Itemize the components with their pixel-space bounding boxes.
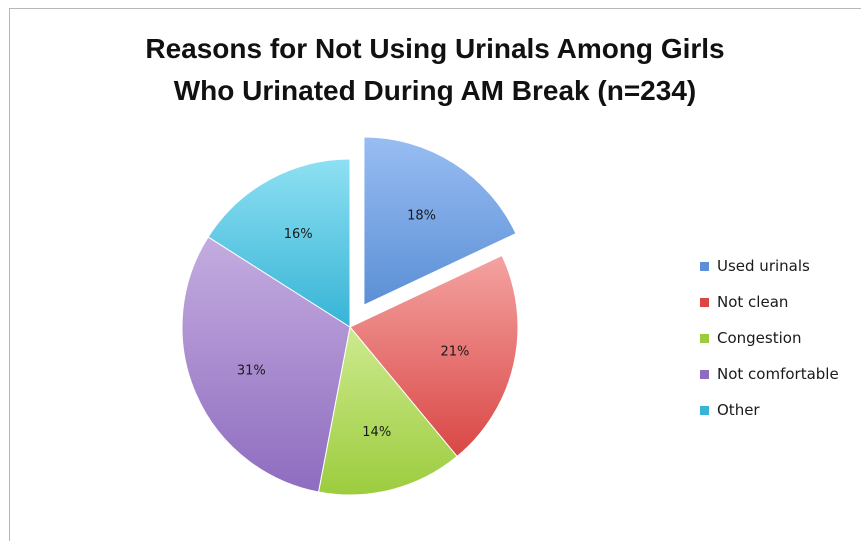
- pie-slice-other: [207, 158, 351, 328]
- chart-title-line-1: Reasons for Not Using Urinals Among Girl…: [145, 33, 725, 64]
- legend-label: Other: [717, 401, 760, 419]
- legend-item: Used urinals: [700, 248, 839, 284]
- pie-slice-congestion: [317, 325, 458, 496]
- legend-label: Not clean: [717, 293, 789, 311]
- legend-item: Not comfortable: [700, 356, 839, 392]
- legend-item: Not clean: [700, 284, 839, 320]
- pie-slice-not-clean: [349, 254, 519, 458]
- data-label-congestion: 14%: [362, 425, 391, 440]
- legend-label: Congestion: [717, 329, 802, 347]
- legend-swatch: [700, 297, 709, 307]
- legend-swatch: [700, 333, 709, 343]
- chart-legend: Used urinals Not clean Congestion Not comfo…: [700, 248, 839, 428]
- data-label-not-comfortable: 31%: [237, 364, 266, 379]
- legend-swatch: [700, 405, 709, 415]
- chart-title: Reasons for Not Using Urinals Among Girl…: [9, 28, 861, 112]
- legend-label: Not comfortable: [717, 365, 839, 383]
- data-label-other: 16%: [284, 227, 313, 242]
- chart-title-line-2: Who Urinated During AM Break (n=234): [173, 75, 697, 106]
- legend-item: Other: [700, 392, 839, 428]
- legend-label: Used urinals: [717, 257, 810, 275]
- legend-item: Congestion: [700, 320, 839, 356]
- pie-slice-used-urinals: [363, 136, 517, 306]
- data-label-used-urinals: 18%: [407, 208, 436, 223]
- legend-swatch: [700, 261, 709, 271]
- legend-swatch: [700, 369, 709, 379]
- data-label-not-clean: 21%: [440, 344, 469, 359]
